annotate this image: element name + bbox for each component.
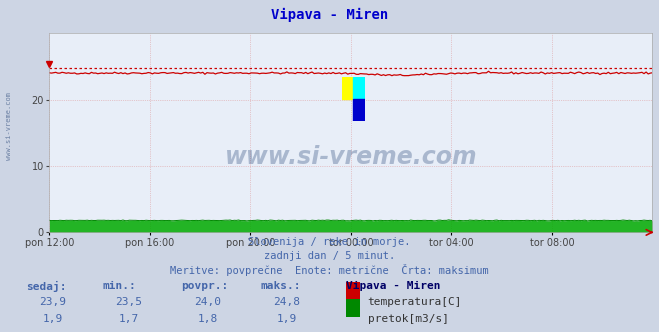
- Text: pretok[m3/s]: pretok[m3/s]: [368, 314, 449, 324]
- Bar: [342, 77, 353, 99]
- Text: 23,9: 23,9: [40, 297, 66, 307]
- Text: Slovenija / reke in morje.: Slovenija / reke in morje.: [248, 237, 411, 247]
- Text: Vipava - Miren: Vipava - Miren: [271, 8, 388, 23]
- Text: 24,8: 24,8: [273, 297, 300, 307]
- Text: zadnji dan / 5 minut.: zadnji dan / 5 minut.: [264, 251, 395, 261]
- Text: 24,0: 24,0: [194, 297, 221, 307]
- Text: Vipava - Miren: Vipava - Miren: [346, 281, 440, 290]
- Text: Meritve: povprečne  Enote: metrične  Črta: maksimum: Meritve: povprečne Enote: metrične Črta:…: [170, 264, 489, 276]
- Text: min.:: min.:: [102, 281, 136, 290]
- Text: 23,5: 23,5: [115, 297, 142, 307]
- Text: 1,7: 1,7: [119, 314, 138, 324]
- Text: 1,9: 1,9: [277, 314, 297, 324]
- Text: www.si-vreme.com: www.si-vreme.com: [5, 92, 12, 160]
- Text: povpr.:: povpr.:: [181, 281, 229, 290]
- Text: 1,8: 1,8: [198, 314, 217, 324]
- Text: temperatura[C]: temperatura[C]: [368, 297, 462, 307]
- Text: www.si-vreme.com: www.si-vreme.com: [225, 145, 477, 169]
- Bar: [353, 77, 365, 99]
- Text: 1,9: 1,9: [43, 314, 63, 324]
- Text: sedaj:: sedaj:: [26, 281, 67, 291]
- Text: maks.:: maks.:: [260, 281, 301, 290]
- Bar: [353, 99, 365, 121]
